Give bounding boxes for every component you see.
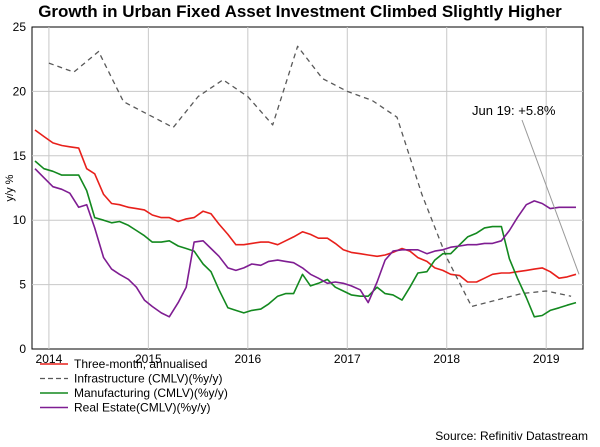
source-note: Source: Refinitiv Datastream — [435, 429, 588, 443]
chart-title: Growth in Urban Fixed Asset Investment C… — [38, 2, 562, 21]
x-tick-label: 2016 — [234, 352, 261, 366]
series-lines — [34, 45, 577, 318]
y-tick-label: 15 — [13, 149, 27, 163]
legend-label: Three-month, annualised — [74, 357, 207, 371]
y-axis: 0 5 10 15 20 25 — [13, 20, 27, 356]
x-tick-label: 2017 — [334, 352, 361, 366]
legend-label: Manufacturing (CMLV)(%y/y) — [74, 386, 228, 400]
y-tick-label: 5 — [19, 278, 26, 292]
plot-frame — [31, 26, 584, 350]
y-tick-label: 20 — [13, 84, 27, 98]
series-line-1 — [34, 129, 577, 283]
y-tick-label: 0 — [19, 342, 26, 356]
annotation: Jun 19: +5.8% — [472, 103, 580, 275]
gridlines — [32, 27, 583, 349]
legend-label: Real Estate(CMLV)(%y/y) — [74, 401, 210, 415]
series-line-3 — [34, 160, 577, 318]
x-tick-label: 2014 — [36, 352, 63, 366]
x-tick-label: 2019 — [533, 352, 560, 366]
x-tick-label: 2015 — [135, 352, 162, 366]
x-axis: 2014 2015 2016 2017 2018 2019 — [36, 352, 560, 366]
annotation-pointer — [521, 119, 580, 275]
y-tick-label: 25 — [13, 20, 27, 34]
y-axis-label: y/y % — [4, 174, 16, 201]
annotation-text: Jun 19: +5.8% — [472, 103, 556, 118]
x-tick-label: 2018 — [433, 352, 460, 366]
y-tick-label: 10 — [13, 213, 27, 227]
series-line-4 — [34, 168, 576, 318]
legend-label: Infrastructure (CMLV)(%y/y) — [74, 372, 222, 386]
